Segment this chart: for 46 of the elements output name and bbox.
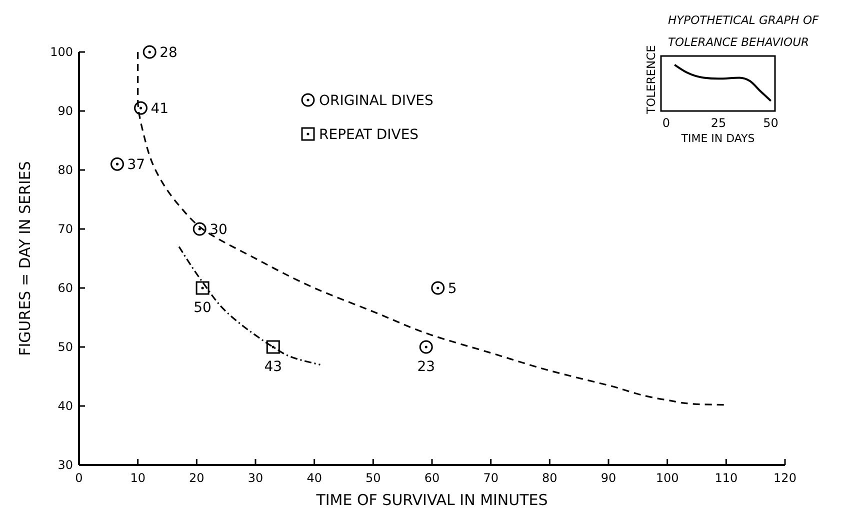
x-tick-label: 70 [483,471,498,485]
point [110,157,124,171]
point [419,340,433,354]
annotation: 50 [194,300,212,316]
annotation: 30 [210,222,228,238]
x-tick-label: 40 [306,471,322,485]
x-tick-label: 10 [130,471,146,485]
x-tick-label: 120 [774,471,796,485]
x-axis-title: TIME IN DAYS [680,132,755,145]
x-tick-label: 90 [600,471,616,485]
x-tick-label: 30 [248,471,264,485]
y-tick-label: 70 [58,222,73,236]
annotation: 43 [264,359,282,375]
chart-title: HYPOTHETICAL GRAPH OF TOLERANCE BEHAVIOUR [668,13,820,49]
y-tick-label: 30 [58,458,73,472]
x-tick-label: 100 [656,471,679,485]
y-tick-label: 100 [50,45,73,59]
y-tick-label: 50 [58,340,73,354]
y-tick-label: 80 [58,163,73,177]
y-tick-label: 60 [58,281,73,295]
point [196,281,210,295]
annotation: 5 [448,281,457,297]
point [431,281,445,295]
point [142,45,156,59]
x-tick-label: 50 [366,471,381,485]
y-axis-title: FIGURES = DAY IN SERIES [16,161,34,356]
x-tick-label: 25 [710,116,726,130]
x-tick-label: 50 [763,116,778,130]
x-tick-label: 20 [189,471,204,485]
annotation: 37 [127,157,146,174]
annotation: 41 [150,101,169,118]
y-axis-title: TOLERENCE [644,45,658,115]
x-tick-label: 0 [662,116,670,130]
legend-label: ORIGINAL DIVES [319,93,434,109]
x-tick-label: 110 [714,471,738,485]
y-tick-label: 90 [58,104,73,118]
annotation: 28 [160,45,178,61]
point [266,340,280,354]
legend-label: REPEAT DIVES [319,127,419,143]
annotation: 23 [417,359,436,375]
y-tick-label: 40 [58,399,73,413]
x-axis-title: TIME OF SURVIVAL IN MINUTES [315,491,548,509]
point [134,101,148,115]
x-tick-label: 0 [75,471,83,485]
x-tick-label: 80 [542,471,558,485]
x-tick-label: 60 [424,471,440,485]
